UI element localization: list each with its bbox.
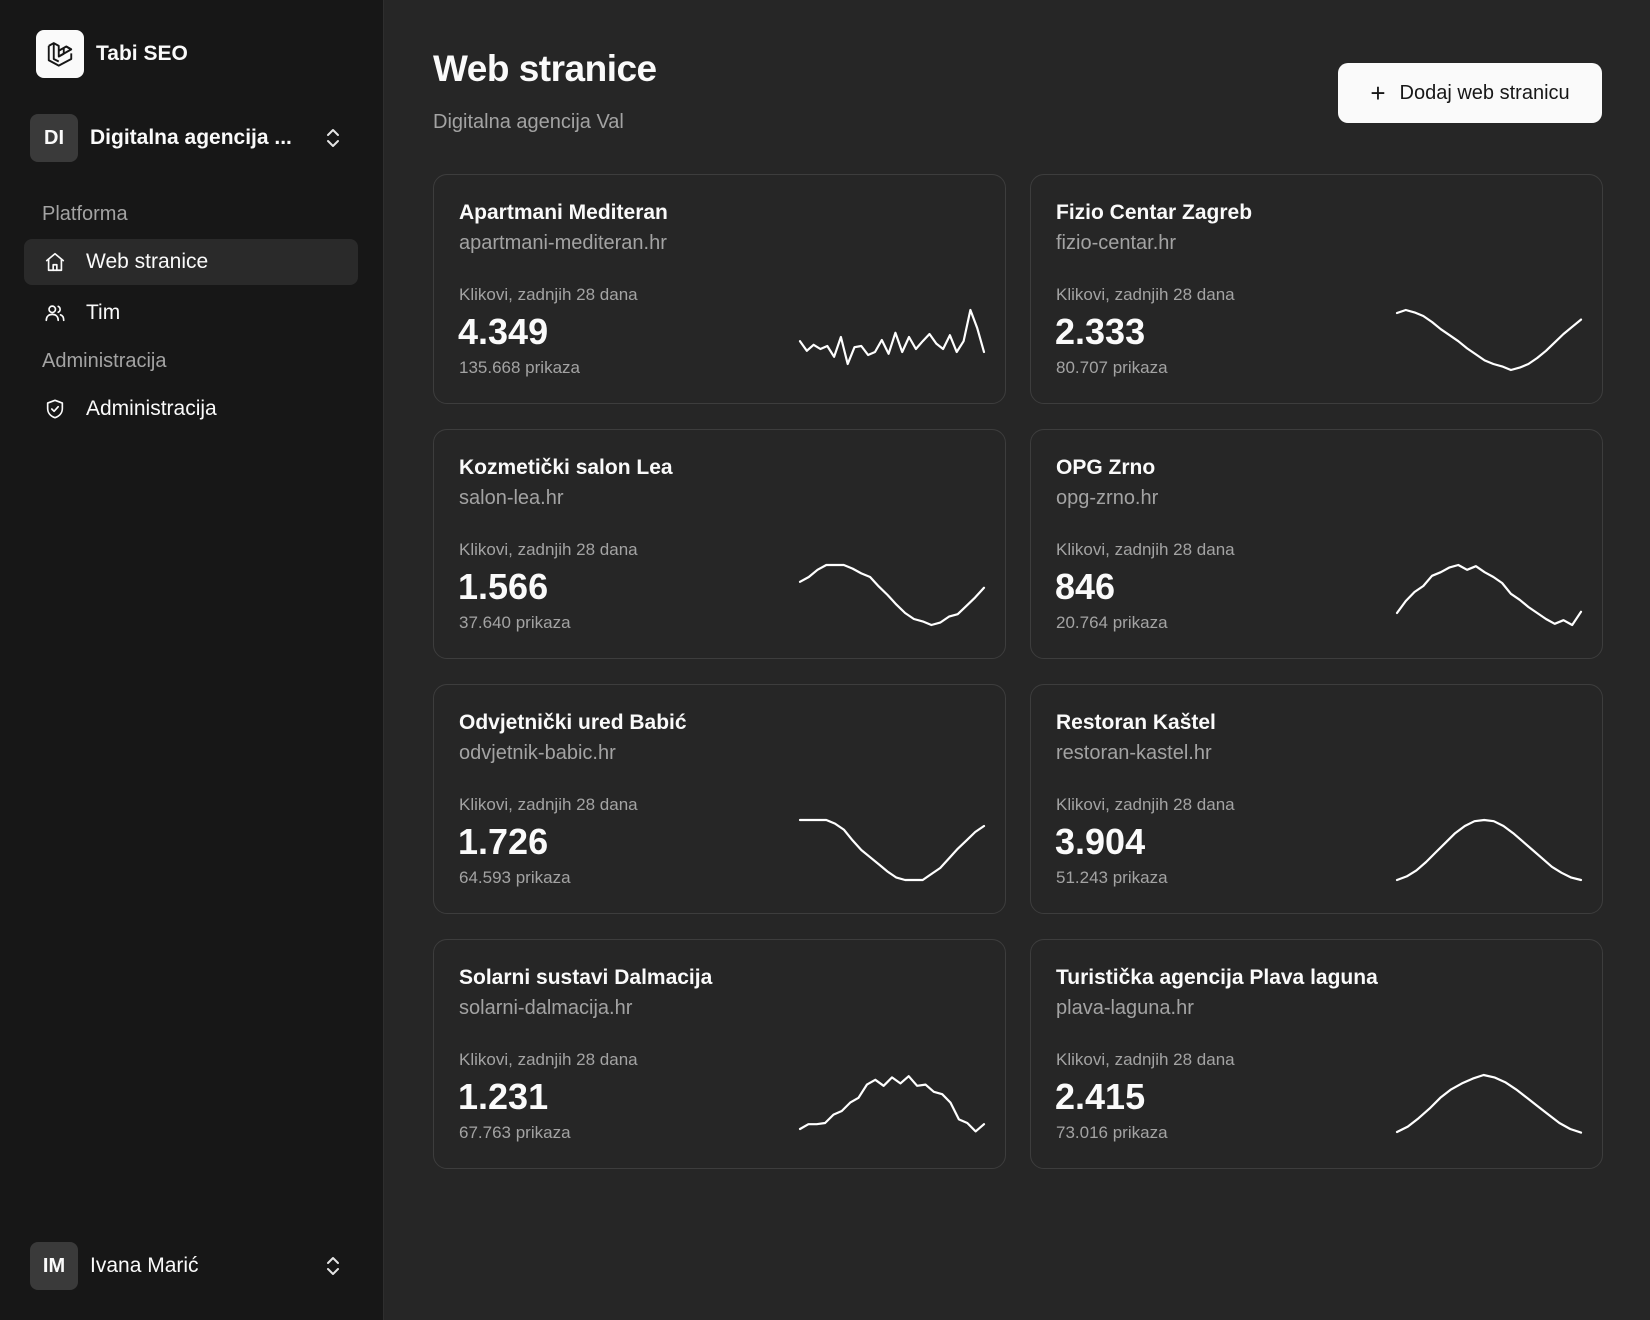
clicks-sparkline bbox=[798, 308, 986, 366]
sparkline-path bbox=[1395, 1073, 1583, 1134]
add-website-label: Dodaj web stranicu bbox=[1399, 81, 1570, 104]
chevrons-up-down-icon bbox=[327, 1257, 339, 1275]
site-card[interactable]: Fizio Centar Zagreb fizio-centar.hr Klik… bbox=[1030, 174, 1603, 404]
site-domain: salon-lea.hr bbox=[459, 487, 564, 509]
site-domain: solarni-dalmacija.hr bbox=[459, 997, 633, 1019]
team-avatar: DI bbox=[30, 114, 78, 162]
laravel-logo-icon bbox=[36, 30, 84, 78]
page-subtitle: Digitalna agencija Val bbox=[433, 111, 624, 133]
nav-group-administracija: Administracija bbox=[42, 350, 167, 372]
site-card[interactable]: Kozmetički salon Lea salon-lea.hr Klikov… bbox=[433, 429, 1006, 659]
brand[interactable]: Tabi SEO bbox=[36, 30, 188, 78]
site-name: Apartmani Mediteran bbox=[459, 201, 668, 224]
site-card[interactable]: OPG Zrno opg-zrno.hr Klikovi, zadnjih 28… bbox=[1030, 429, 1603, 659]
clicks-label: Klikovi, zadnjih 28 dana bbox=[1056, 1050, 1235, 1069]
views-value: 67.763 prikaza bbox=[459, 1123, 571, 1142]
sidebar-item-label: Web stranice bbox=[86, 250, 209, 273]
site-name: Fizio Centar Zagreb bbox=[1056, 201, 1253, 224]
site-domain: fizio-centar.hr bbox=[1056, 232, 1177, 254]
site-name: Restoran Kaštel bbox=[1056, 711, 1216, 734]
clicks-label: Klikovi, zadnjih 28 dana bbox=[459, 795, 638, 814]
sparkline-path bbox=[1395, 308, 1583, 372]
clicks-sparkline bbox=[1395, 308, 1583, 372]
views-value: 73.016 prikaza bbox=[1056, 1123, 1168, 1142]
clicks-value: 1.726 bbox=[458, 821, 549, 862]
home-icon bbox=[45, 252, 65, 272]
user-menu[interactable]: IM Ivana Marić bbox=[30, 1242, 352, 1290]
site-domain: plava-laguna.hr bbox=[1056, 997, 1194, 1019]
clicks-sparkline bbox=[1395, 1073, 1583, 1134]
clicks-sparkline bbox=[1395, 818, 1583, 882]
site-domain: odvjetnik-babic.hr bbox=[459, 742, 616, 764]
views-value: 80.707 prikaza bbox=[1056, 358, 1168, 377]
shield-icon bbox=[46, 399, 64, 419]
users-icon bbox=[45, 305, 65, 322]
nav-group-platform: Platforma bbox=[42, 203, 128, 225]
clicks-value: 1.231 bbox=[458, 1076, 549, 1117]
sparkline-path bbox=[798, 1075, 986, 1133]
clicks-value: 2.333 bbox=[1055, 311, 1146, 352]
site-name: Turistička agencija Plava laguna bbox=[1056, 966, 1378, 989]
clicks-label: Klikovi, zadnjih 28 dana bbox=[1056, 795, 1235, 814]
user-name: Ivana Marić bbox=[90, 1254, 199, 1277]
site-name: OPG Zrno bbox=[1056, 456, 1156, 479]
sidebar-item-tim[interactable]: Tim bbox=[24, 290, 358, 336]
site-card[interactable]: Solarni sustavi Dalmacija solarni-dalmac… bbox=[433, 939, 1006, 1169]
sidebar-item-web-stranice[interactable]: Web stranice bbox=[24, 239, 358, 285]
brand-name: Tabi SEO bbox=[96, 42, 188, 65]
views-value: 20.764 prikaza bbox=[1056, 613, 1168, 632]
clicks-sparkline bbox=[798, 1075, 986, 1133]
site-domain: apartmani-mediteran.hr bbox=[459, 232, 667, 254]
site-card[interactable]: Apartmani Mediteran apartmani-mediteran.… bbox=[433, 174, 1006, 404]
clicks-value: 4.349 bbox=[458, 311, 549, 352]
chevrons-up-down-icon bbox=[327, 129, 339, 147]
page-title: Web stranice bbox=[433, 48, 657, 89]
clicks-sparkline bbox=[1395, 563, 1583, 627]
site-name: Solarni sustavi Dalmacija bbox=[459, 966, 713, 989]
site-domain: opg-zrno.hr bbox=[1056, 487, 1159, 509]
sidebar-item-label: Tim bbox=[86, 301, 121, 324]
views-value: 51.243 prikaza bbox=[1056, 868, 1168, 887]
sidebar: Tabi SEO DI Digitalna agencija ... Platf… bbox=[0, 0, 384, 1320]
clicks-sparkline bbox=[798, 818, 986, 882]
team-name: Digitalna agencija ... bbox=[90, 126, 292, 149]
sidebar-item-label: Administracija bbox=[86, 397, 217, 420]
sidebar-item-administracija[interactable]: Administracija bbox=[24, 386, 358, 432]
site-domain: restoran-kastel.hr bbox=[1056, 742, 1212, 764]
clicks-sparkline bbox=[798, 563, 986, 627]
views-value: 64.593 prikaza bbox=[459, 868, 571, 887]
clicks-value: 3.904 bbox=[1055, 821, 1146, 862]
views-value: 135.668 prikaza bbox=[459, 358, 580, 377]
plus-icon: + bbox=[1370, 78, 1386, 108]
site-card[interactable]: Turistička agencija Plava laguna plava-l… bbox=[1030, 939, 1603, 1169]
clicks-label: Klikovi, zadnjih 28 dana bbox=[459, 540, 638, 559]
team-switcher[interactable]: DI Digitalna agencija ... bbox=[30, 114, 352, 162]
views-value: 37.640 prikaza bbox=[459, 613, 571, 632]
clicks-value: 846 bbox=[1055, 566, 1116, 607]
clicks-label: Klikovi, zadnjih 28 dana bbox=[459, 1050, 638, 1069]
sparkline-path bbox=[798, 308, 986, 366]
site-card[interactable]: Odvjetnički ured Babić odvjetnik-babic.h… bbox=[433, 684, 1006, 914]
sparkline-path bbox=[1395, 563, 1583, 627]
sparkline-path bbox=[798, 563, 986, 627]
sparkline-path bbox=[798, 818, 986, 882]
user-avatar: IM bbox=[30, 1242, 78, 1290]
site-card[interactable]: Restoran Kaštel restoran-kastel.hr Kliko… bbox=[1030, 684, 1603, 914]
sparkline-path bbox=[1395, 818, 1583, 882]
site-name: Kozmetički salon Lea bbox=[459, 456, 673, 479]
site-name: Odvjetnički ured Babić bbox=[459, 711, 687, 734]
clicks-label: Klikovi, zadnjih 28 dana bbox=[1056, 285, 1235, 304]
clicks-value: 1.566 bbox=[458, 566, 549, 607]
clicks-label: Klikovi, zadnjih 28 dana bbox=[459, 285, 638, 304]
add-website-button[interactable]: + Dodaj web stranicu bbox=[1338, 63, 1602, 123]
clicks-label: Klikovi, zadnjih 28 dana bbox=[1056, 540, 1235, 559]
clicks-value: 2.415 bbox=[1055, 1076, 1146, 1117]
